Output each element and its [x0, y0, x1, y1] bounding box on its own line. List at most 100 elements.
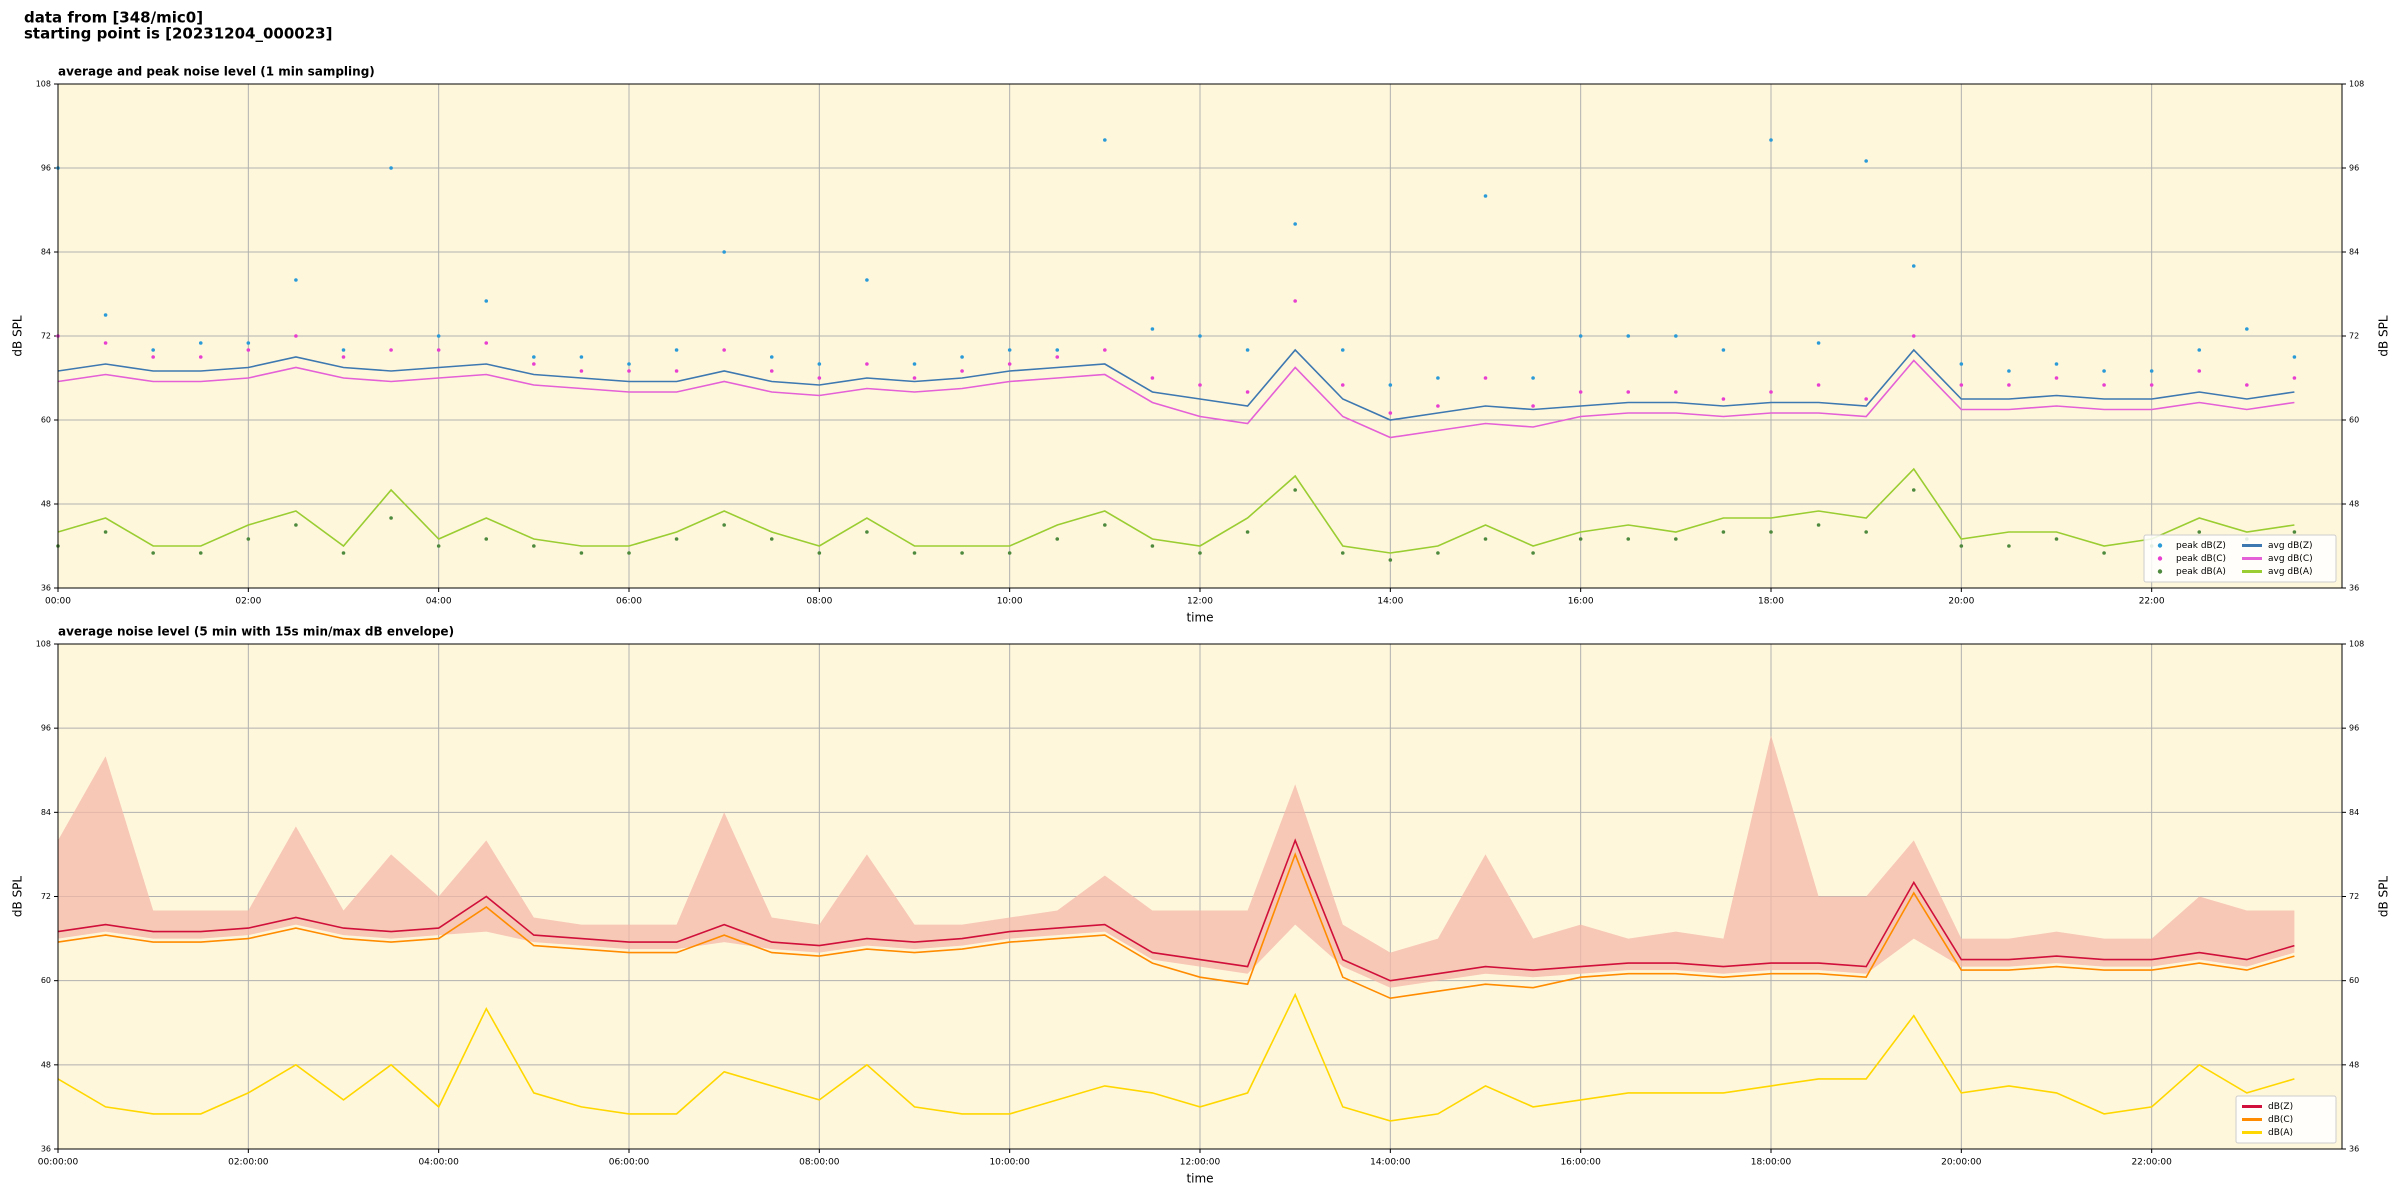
peak-point — [817, 362, 822, 366]
legend-label: dB(Z) — [2268, 1102, 2293, 1112]
y-tick-label: 60 — [41, 416, 51, 425]
peak-point — [865, 530, 869, 534]
series-line — [57, 852, 2295, 1000]
envelope-area — [58, 735, 2295, 988]
peak-point — [579, 551, 584, 555]
x-tick-label: 00:00 — [45, 597, 71, 607]
x-tick-label: 12:00 — [1187, 597, 1213, 607]
peak-point — [1626, 537, 1631, 541]
peak-point — [1245, 348, 1250, 352]
x-tick-label: 06:00:00 — [609, 1158, 650, 1168]
peak-point — [1483, 194, 1488, 198]
peak-point — [1388, 383, 1393, 387]
peak-point — [1436, 376, 1440, 380]
peak-point — [1436, 404, 1440, 408]
legend-marker — [2157, 543, 2163, 548]
peak-point — [1198, 383, 1202, 387]
peak-point — [294, 334, 298, 338]
legend-label: dB(C) — [2268, 1115, 2293, 1125]
peak-point — [1626, 334, 1631, 338]
peak-point — [817, 551, 822, 555]
peak-point — [722, 250, 726, 254]
peak-point — [2197, 369, 2202, 373]
peak-point — [579, 355, 584, 359]
peak-point — [674, 348, 679, 352]
series-line — [57, 467, 2295, 554]
peak-point — [912, 551, 917, 555]
peak-point — [817, 376, 822, 380]
peak-point — [2245, 383, 2249, 387]
legend-label: avg dB(C) — [2268, 554, 2313, 564]
legend-label: peak dB(Z) — [2176, 541, 2226, 551]
peak-point — [436, 348, 441, 352]
peak-point — [1245, 530, 1250, 534]
peak-point — [1340, 348, 1345, 352]
peak-point — [341, 551, 346, 555]
peak-point — [1150, 544, 1155, 548]
x-tick-label: 06:00 — [616, 597, 642, 607]
peak-point — [436, 544, 441, 548]
peak-point — [1340, 551, 1345, 555]
peak-point — [960, 369, 964, 373]
peak-point — [2149, 383, 2154, 387]
peak-point — [1150, 376, 1155, 380]
peak-point — [2102, 369, 2106, 373]
peak-point — [1055, 355, 1060, 359]
peak-point — [484, 341, 489, 345]
peak-point — [1055, 348, 1060, 352]
peak-point — [1007, 551, 1012, 555]
peak-point — [246, 341, 251, 345]
y2-tick-label: 72 — [2349, 332, 2359, 341]
x-axis-label: time — [1186, 611, 1213, 625]
peak-point — [2245, 327, 2249, 331]
x-tick-label: 14:00:00 — [1370, 1158, 1411, 1168]
peak-point — [1959, 383, 1964, 387]
x-tick-label: 18:00:00 — [1751, 1158, 1792, 1168]
peak-point — [1864, 159, 1868, 163]
peak-point — [2054, 376, 2059, 380]
x-axis-label: time — [1186, 1172, 1213, 1186]
peak-point — [1531, 551, 1535, 555]
x-tick-label: 00:00:00 — [38, 1158, 79, 1168]
peak-point — [532, 544, 536, 548]
peak-point — [769, 355, 774, 359]
peak-point — [722, 348, 726, 352]
x-tick-label: 10:00:00 — [989, 1158, 1030, 1168]
peak-point — [1388, 558, 1393, 562]
y2-axis-label: dB SPL — [2377, 876, 2391, 918]
peak-point — [674, 537, 679, 541]
peak-point — [1483, 537, 1488, 541]
peak-point — [627, 551, 631, 555]
y-tick-label: 48 — [41, 500, 51, 509]
y-tick-label: 84 — [41, 808, 51, 817]
peak-point — [1340, 383, 1345, 387]
y-tick-label: 108 — [36, 80, 51, 89]
x-tick-label: 16:00:00 — [1560, 1158, 1601, 1168]
x-tick-label: 04:00:00 — [418, 1158, 459, 1168]
plot-frame — [57, 643, 2343, 1150]
peak-point — [389, 348, 393, 352]
peak-point — [151, 355, 155, 359]
x-tick-label: 22:00 — [2139, 597, 2165, 607]
peak-point — [2007, 369, 2011, 373]
peak-point — [436, 334, 441, 338]
legend-label: dB(A) — [2268, 1128, 2293, 1138]
peak-point — [1769, 530, 1773, 534]
y2-tick-label: 84 — [2349, 248, 2359, 257]
y2-tick-label: 96 — [2349, 724, 2359, 733]
x-tick-label: 20:00 — [1948, 597, 1974, 607]
peak-point — [1864, 530, 1868, 534]
chart-title: average and peak noise level (1 min samp… — [58, 65, 375, 79]
y2-tick-label: 108 — [2349, 80, 2364, 89]
y2-tick-label: 48 — [2349, 500, 2359, 509]
peak-point — [2007, 544, 2011, 548]
peak-point — [1721, 530, 1726, 534]
peak-point — [1293, 222, 1297, 226]
y-tick-label: 72 — [41, 332, 51, 341]
peak-point — [1388, 411, 1393, 415]
peak-point — [1911, 488, 1916, 492]
series-line — [57, 348, 2295, 421]
peak-point — [1721, 397, 1726, 401]
y2-tick-label: 36 — [2349, 584, 2359, 593]
